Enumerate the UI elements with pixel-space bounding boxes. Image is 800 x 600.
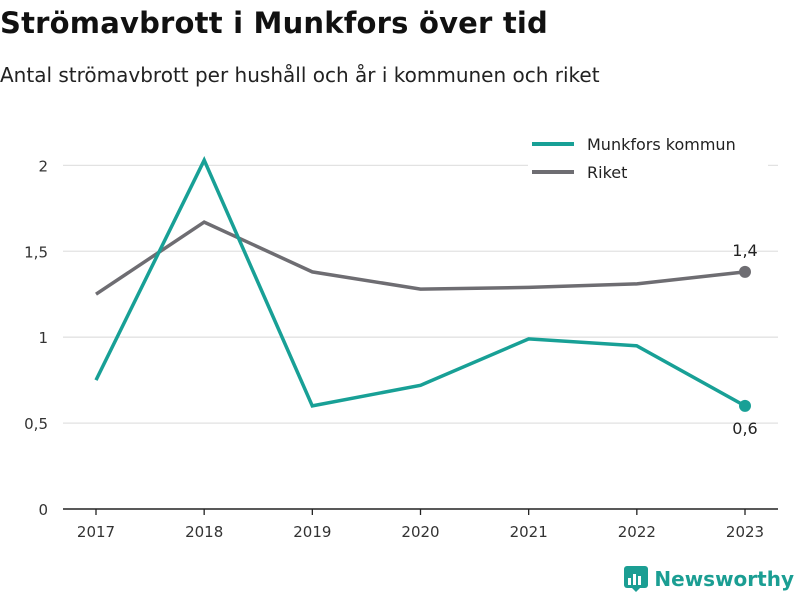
legend-label: Munkfors kommun (587, 135, 736, 154)
x-tick-label: 2021 (510, 523, 548, 541)
x-tick-label: 2020 (401, 523, 439, 541)
x-tick-label: 2023 (726, 523, 764, 541)
series-line (95, 220, 746, 296)
data-label: 1,4 (732, 241, 757, 260)
x-tick-label: 2019 (293, 523, 331, 541)
x-tick-label: 2022 (618, 523, 656, 541)
chart-title: Strömavbrott i Munkfors över tid (0, 6, 548, 40)
y-tick-label: 2 (38, 157, 48, 175)
brand-logo: Newsworthy (624, 566, 794, 592)
x-tick-label: 2017 (77, 523, 115, 541)
series-line (94, 156, 746, 408)
bar-chart-icon (624, 566, 649, 592)
series-end-marker (739, 399, 751, 412)
y-tick-label: 1 (38, 329, 48, 347)
y-tick-label: 1,5 (24, 243, 48, 261)
legend-background (528, 128, 768, 186)
legend-label: Riket (587, 163, 627, 182)
series-end-marker (739, 265, 751, 278)
y-tick-label: 0,5 (24, 415, 48, 433)
chart-subtitle: Antal strömavbrott per hushåll och år i … (0, 63, 600, 87)
y-tick-label: 0 (38, 501, 48, 519)
x-tick-label: 2018 (185, 523, 223, 541)
brand-name: Newsworthy (654, 567, 794, 591)
data-label: 0,6 (732, 419, 757, 438)
